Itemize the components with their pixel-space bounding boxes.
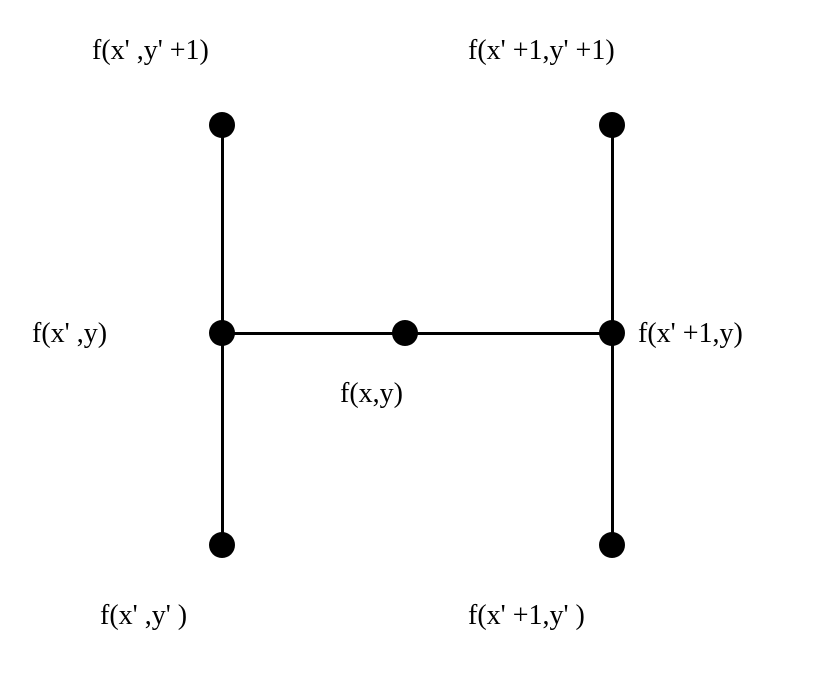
node-top-left (209, 112, 235, 138)
label-mid-left: f(x' ,y) (32, 318, 107, 350)
node-mid-right (599, 320, 625, 346)
diagram-canvas: f(x' ,y' +1) f(x' +1,y' +1) f(x' ,y) f(x… (0, 0, 836, 679)
node-mid-center (392, 320, 418, 346)
label-center: f(x,y) (340, 378, 403, 410)
node-bot-right (599, 532, 625, 558)
label-top-right: f(x' +1,y' +1) (468, 35, 615, 67)
label-mid-right: f(x' +1,y) (638, 318, 743, 350)
node-bot-left (209, 532, 235, 558)
label-bot-left: f(x' ,y' ) (100, 600, 187, 632)
label-top-left: f(x' ,y' +1) (92, 35, 209, 67)
node-top-right (599, 112, 625, 138)
node-mid-left (209, 320, 235, 346)
label-bot-right: f(x' +1,y' ) (468, 600, 585, 632)
